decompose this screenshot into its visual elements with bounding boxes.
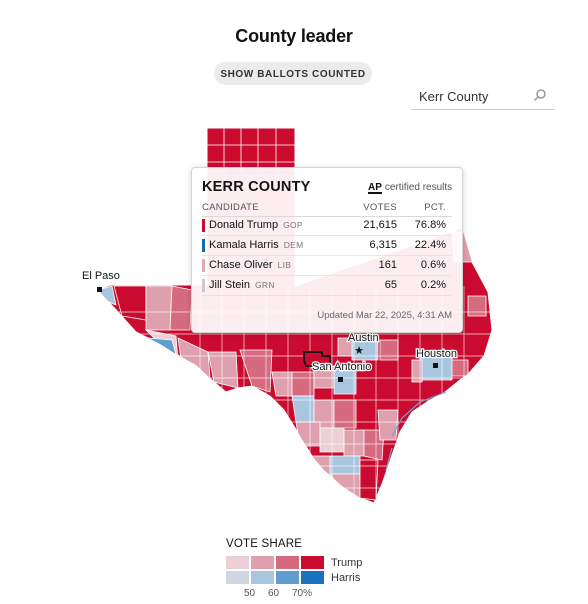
city-houston: Houston [415,347,458,368]
legend-trump-label: Trump [331,557,363,569]
legend-tick-70: 70% [292,588,313,599]
candidate-name: Jill Stein GRN [209,279,275,291]
candidate-name-text: Chase Oliver [209,259,273,271]
san-antonio-marker [338,377,343,382]
header-pct: PCT. [424,202,446,213]
candidate-votes: 6,315 [369,239,397,251]
county-kerr-highlight[interactable] [303,351,331,367]
legend-harris-swatch [251,571,274,584]
legend-trump-swatch [251,556,274,569]
legend-trump-swatch [226,556,249,569]
candidate-party: GOP [283,220,303,230]
header-candidate: CANDIDATE [202,202,259,213]
legend-harris-swatch [226,571,249,584]
city-el-paso: El Paso [82,270,120,292]
houston-marker [433,363,438,368]
candidate-row: Chase Oliver LIB 161 0.6% [202,256,452,276]
candidate-pct: 0.2% [420,279,446,291]
candidate-name: Donald Trump GOP [209,219,303,231]
search-icon[interactable] [533,88,547,102]
county-hidalgo[interactable] [329,455,361,475]
legend-trump-swatch [301,556,324,569]
el-paso-label: El Paso [82,270,120,282]
legend-tick-50: 50 [244,588,256,599]
party-color-swatch [202,239,205,252]
party-color-swatch [202,219,205,232]
tooltip-table-header: CANDIDATE VOTES PCT. [202,202,452,217]
city-austin: ★ Austin [347,331,380,357]
candidate-row: Donald Trump GOP 21,615 76.8% [202,216,452,236]
candidate-party: GRN [254,280,275,290]
candidate-name: Chase Oliver LIB [209,259,291,271]
austin-label: Austin [348,332,379,344]
city-san-antonio: San Antonio [311,360,373,382]
legend-trump-swatch [276,556,299,569]
header-votes: VOTES [363,202,397,213]
legend-harris-label: Harris [331,572,361,584]
candidate-pct: 0.6% [420,259,446,271]
search-input[interactable] [419,86,529,106]
legend-harris-swatch [301,571,324,584]
candidate-name-text: Donald Trump [209,219,279,231]
candidate-pct: 22.4% [414,239,446,251]
ap-logo: AP [368,182,382,194]
candidate-votes: 161 [378,259,397,271]
party-color-swatch [202,279,205,292]
legend-tick-60: 60 [268,588,280,599]
candidate-pct: 76.8% [414,219,446,231]
el-paso-marker [97,287,102,292]
candidate-name-text: Jill Stein [209,279,250,291]
page-title: County leader [235,26,353,46]
ap-certified-note: AP certified results [368,182,452,194]
party-color-swatch [202,259,205,272]
candidate-votes: 21,615 [363,219,397,231]
austin-star-icon: ★ [354,344,364,357]
candidate-name-text: Kamala Harris [209,239,279,251]
ap-certified-text: certified results [384,182,453,193]
candidate-row: Kamala Harris DEM 6,315 22.4% [202,236,452,256]
county-search[interactable] [411,83,555,110]
tooltip-county-name: KERR COUNTY [202,179,311,195]
candidate-name: Kamala Harris DEM [209,239,303,251]
san-antonio-label: San Antonio [312,361,371,373]
gulf-coast [385,391,447,471]
candidate-party: DEM [283,240,304,250]
candidate-votes: 65 [384,279,397,291]
houston-label: Houston [416,348,457,360]
panhandle-counties[interactable] [207,128,295,170]
legend-title: VOTE SHARE [226,538,303,550]
county-tooltip: KERR COUNTY AP certified results CANDIDAT… [191,167,463,333]
candidate-party: LIB [277,260,292,270]
legend-harris-swatch [276,571,299,584]
updated-timestamp: Updated Mar 22, 2025, 4:31 AM [317,310,452,321]
candidate-row: Jill Stein GRN 65 0.2% [202,276,452,296]
show-ballots-counted-button[interactable]: SHOW BALLOTS COUNTED [214,62,372,85]
